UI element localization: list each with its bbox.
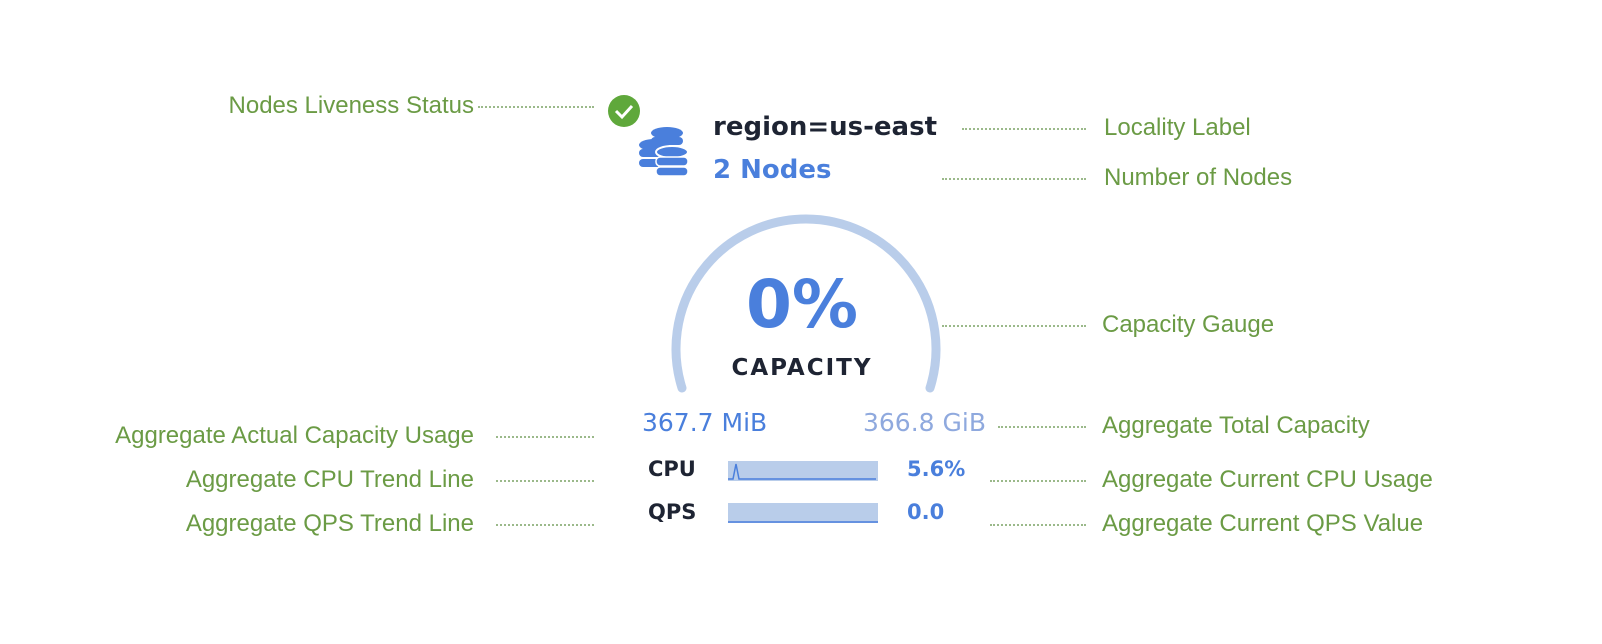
qps-value: 0.0 [907, 500, 945, 524]
check-circle-icon [608, 95, 640, 127]
annotation-liveness: Nodes Liveness Status [228, 92, 474, 119]
qps-trend-line [728, 503, 878, 523]
leader-line [962, 128, 1086, 130]
annotation-nodes: Number of Nodes [1104, 164, 1293, 191]
cpu-label: CPU [648, 457, 696, 481]
annotation-qps-trend: Aggregate QPS Trend Line [185, 510, 474, 537]
qps-label: QPS [648, 500, 697, 524]
locality-label: region=us-east [713, 112, 937, 142]
annotation-cpu-trend: Aggregate CPU Trend Line [185, 466, 474, 493]
leader-line [478, 106, 594, 108]
cpu-trend-line [728, 461, 878, 481]
annotation-gauge: Capacity Gauge [1102, 311, 1275, 338]
annotation-cpu-current: Aggregate Current CPU Usage [1102, 466, 1433, 493]
annotation-total: Aggregate Total Capacity [1102, 412, 1370, 439]
leader-line [496, 436, 594, 438]
annotation-usage: Aggregate Actual Capacity Usage [115, 422, 474, 449]
capacity-gauge-track [671, 214, 941, 393]
annotation-qps-current: Aggregate Current QPS Value [1102, 510, 1424, 537]
capacity-used: 367.7 MiB [642, 408, 768, 437]
leader-line [496, 524, 594, 526]
capacity-label: CAPACITY [731, 355, 873, 381]
cpu-value: 5.6% [907, 457, 966, 481]
leader-line [942, 325, 1086, 327]
leader-line [998, 426, 1086, 428]
leader-line [990, 480, 1086, 482]
leader-line [942, 178, 1086, 180]
annotation-locality: Locality Label [1104, 114, 1251, 141]
leader-line [990, 524, 1086, 526]
capacity-percent: 0% [745, 266, 859, 343]
node-count[interactable]: 2 Nodes [713, 155, 832, 185]
leader-line [496, 480, 594, 482]
capacity-total: 366.8 GiB [863, 408, 986, 437]
database-stack-icon [639, 127, 689, 177]
